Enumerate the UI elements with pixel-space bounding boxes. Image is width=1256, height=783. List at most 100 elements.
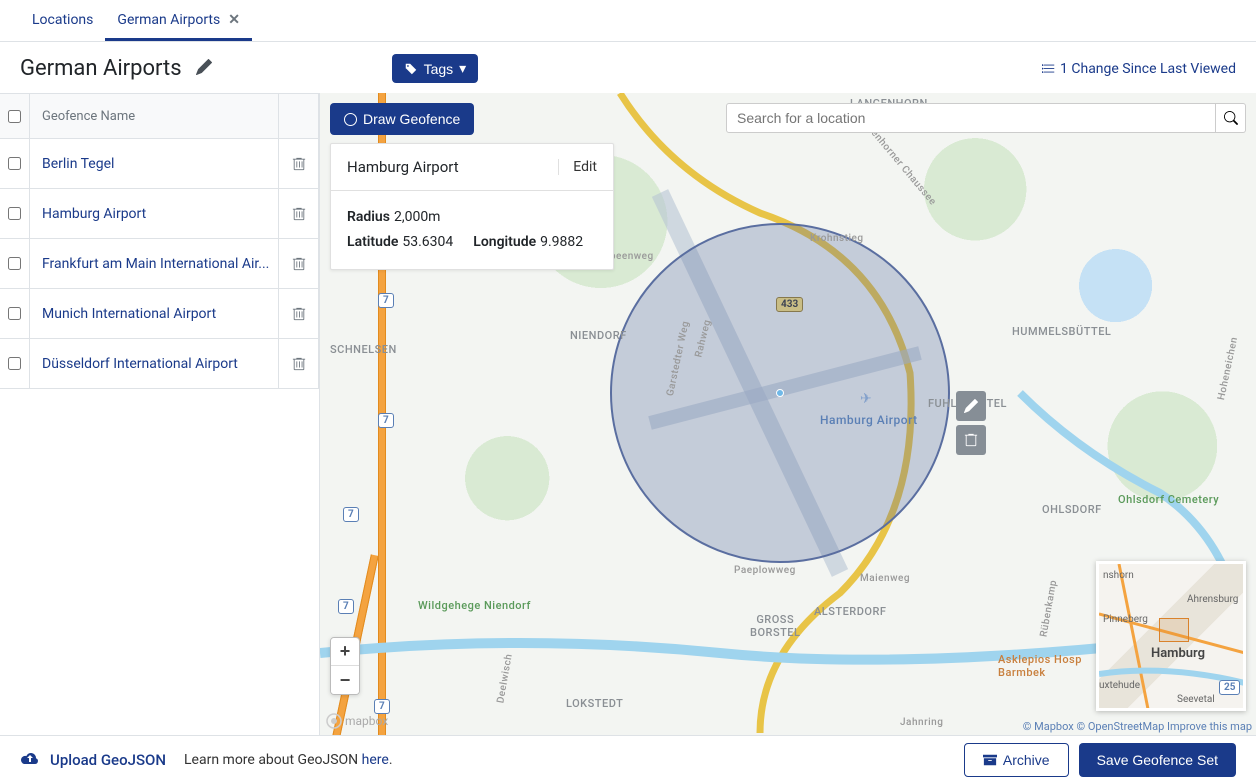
- changes-label: 1 Change Since Last Viewed: [1060, 61, 1236, 77]
- map-canvas[interactable]: 7 7 7 7 7 433 ✈ LANGENHORN Raakmoor HUMM…: [320, 93, 1256, 735]
- row-checkbox[interactable]: [8, 257, 21, 270]
- learn-here-link[interactable]: here: [362, 752, 389, 768]
- tab-locations[interactable]: Locations: [20, 2, 105, 41]
- changes-link[interactable]: 1 Change Since Last Viewed: [1042, 61, 1236, 77]
- map-district-label: LOKSTEDT: [566, 697, 623, 710]
- map-district-label: OHLSDORF: [1042, 503, 1102, 516]
- geofence-name-link[interactable]: Berlin Tegel: [30, 139, 278, 188]
- row-checkbox-cell: [0, 289, 30, 338]
- table-row: Hamburg Airport: [0, 189, 319, 239]
- attribution-osm-link[interactable]: © OpenStreetMap: [1076, 720, 1164, 733]
- trash-icon: [292, 157, 306, 171]
- table-header-row: Geofence Name: [0, 93, 319, 139]
- row-checkbox[interactable]: [8, 307, 21, 320]
- row-checkbox[interactable]: [8, 357, 21, 370]
- map-district-label: SCHNELSEN: [330, 343, 397, 356]
- edit-shape-button[interactable]: [956, 391, 986, 421]
- delete-row-button[interactable]: [278, 189, 318, 238]
- geofence-name-link[interactable]: Hamburg Airport: [30, 189, 278, 238]
- trash-icon: [292, 207, 306, 221]
- info-card-header: Hamburg Airport Edit: [331, 144, 613, 191]
- radius-label: Radius: [347, 209, 390, 225]
- minimap-label: Ahrensburg: [1187, 594, 1238, 605]
- save-geofence-set-button[interactable]: Save Geofence Set: [1079, 743, 1236, 777]
- search-wrap: [726, 103, 1246, 133]
- route-badge: 7: [338, 599, 354, 614]
- geofence-name-link[interactable]: Munich International Airport: [30, 289, 278, 338]
- tag-icon: [404, 62, 418, 76]
- airplane-icon: ✈: [860, 391, 872, 407]
- minimap-label: Pinneberg: [1103, 614, 1148, 625]
- tab-label: Locations: [32, 12, 93, 28]
- pencil-icon[interactable]: [196, 59, 212, 79]
- attribution-improve-link[interactable]: Improve this map: [1167, 720, 1252, 733]
- learn-more-text: Learn more about GeoJSON here.: [184, 752, 393, 768]
- map-district-label: HUMMELSBÜTTEL: [1012, 325, 1111, 338]
- mapbox-logo: mapbox: [326, 713, 388, 729]
- geofence-center-marker[interactable]: [776, 389, 784, 397]
- info-card-body: Radius2,000m Latitude53.6304 Longitude9.…: [331, 191, 613, 269]
- zoom-out-button[interactable]: −: [331, 666, 359, 694]
- delete-shape-button[interactable]: [956, 425, 986, 455]
- geofence-name-link[interactable]: Düsseldorf International Airport: [30, 339, 278, 388]
- map-poi-label: Asklepios Hosp Barmbek: [998, 653, 1082, 679]
- search-input[interactable]: [726, 103, 1216, 133]
- table-row: Frankfurt am Main International Air...: [0, 239, 319, 289]
- delete-row-button[interactable]: [278, 339, 318, 388]
- zoom-in-button[interactable]: +: [331, 638, 359, 666]
- route-badge: 7: [378, 293, 394, 308]
- lon-value: 9.9882: [540, 234, 583, 250]
- minimap-label: Seevetal: [1177, 694, 1215, 705]
- map-poi-label: Hamburg Airport: [820, 413, 918, 427]
- lon-label: Longitude: [473, 234, 536, 250]
- select-all-checkbox[interactable]: [8, 110, 21, 123]
- trash-icon: [292, 257, 306, 271]
- archive-label: Archive: [1003, 752, 1050, 768]
- cloud-upload-icon[interactable]: [20, 750, 40, 770]
- draw-geofence-button[interactable]: Draw Geofence: [330, 103, 474, 135]
- geofence-name-link[interactable]: Frankfurt am Main International Air...: [30, 239, 278, 288]
- map-shape-actions: [956, 391, 986, 455]
- table-row: Berlin Tegel: [0, 139, 319, 189]
- map-district-label: GROSS BORSTEL: [750, 613, 800, 639]
- upload-geojson-link[interactable]: Upload GeoJSON: [50, 751, 166, 769]
- column-header-name[interactable]: Geofence Name: [30, 94, 278, 138]
- tags-button[interactable]: Tags ▾: [392, 54, 479, 83]
- minimap-city-label: Hamburg: [1151, 646, 1205, 661]
- map-road-label: Jahnring: [900, 717, 943, 728]
- map-district-label: NIENDORF: [570, 329, 627, 342]
- minimap-label: uxtehude: [1099, 680, 1140, 691]
- delete-row-button[interactable]: [278, 139, 318, 188]
- edit-geofence-link[interactable]: Edit: [558, 159, 597, 175]
- archive-button[interactable]: Archive: [964, 743, 1069, 777]
- info-card-title: Hamburg Airport: [347, 158, 459, 176]
- search-button[interactable]: [1216, 103, 1246, 133]
- column-header-actions: [278, 94, 318, 138]
- main-area: Geofence Name Berlin Tegel Hamburg Airpo…: [0, 93, 1256, 735]
- map-road-label: Krohnstieg: [810, 233, 864, 244]
- attribution-mapbox-link[interactable]: © Mapbox: [1023, 720, 1074, 733]
- geofence-info-card: Hamburg Airport Edit Radius2,000m Latitu…: [330, 143, 614, 270]
- delete-row-button[interactable]: [278, 239, 318, 288]
- row-checkbox[interactable]: [8, 157, 21, 170]
- tab-german-airports[interactable]: German Airports ✕: [105, 2, 252, 41]
- minimap[interactable]: Hamburg Ahrensburg Pinneberg uxtehude Se…: [1096, 561, 1246, 711]
- search-icon: [1224, 111, 1238, 125]
- footer-actions: Archive Save Geofence Set: [964, 743, 1236, 777]
- archive-icon: [983, 753, 997, 767]
- row-checkbox[interactable]: [8, 207, 21, 220]
- delete-row-button[interactable]: [278, 289, 318, 338]
- tab-bar: Locations German Airports ✕: [0, 0, 1256, 42]
- map-road-label: Maienweg: [860, 573, 910, 584]
- zoom-control: + −: [330, 637, 360, 695]
- minimap-label: nshorn: [1103, 570, 1134, 581]
- mapbox-icon: [326, 713, 342, 729]
- radius-value: 2,000m: [394, 209, 441, 225]
- route-badge: 7: [374, 699, 390, 714]
- lat-value: 53.6304: [402, 234, 453, 250]
- map-attribution: © Mapbox © OpenStreetMap Improve this ma…: [1023, 720, 1252, 733]
- minimap-route-badge: 25: [1219, 680, 1240, 695]
- minimap-viewport-rect[interactable]: [1159, 618, 1189, 642]
- close-icon[interactable]: ✕: [228, 12, 240, 28]
- table-row: Düsseldorf International Airport: [0, 339, 319, 389]
